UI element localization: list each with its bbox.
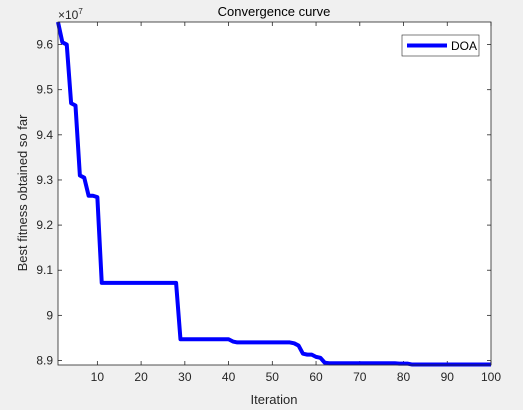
x-tick-label: 100 (481, 370, 501, 384)
x-tick-label: 10 (91, 370, 105, 384)
x-tick-label: 40 (222, 370, 236, 384)
x-tick-label: 30 (178, 370, 192, 384)
x-tick-label: 50 (266, 370, 280, 384)
x-tick-label: 60 (309, 370, 323, 384)
x-tick-label: 80 (397, 370, 411, 384)
y-axis-ticks: 8.9 9 9.1 9.2 9.3 9.4 9.5 9.6 (36, 38, 491, 367)
y-tick-label: 8.9 (36, 353, 53, 367)
axes-box (57, 21, 492, 366)
y-tick-label: 9 (46, 308, 53, 322)
series-line-doa (56, 21, 491, 367)
x-tick-label: 70 (353, 370, 367, 384)
y-tick-label: 9.1 (36, 263, 53, 277)
y-tick-label: 9.2 (36, 218, 53, 232)
y-axis-label: Best fitness obtained so far (15, 114, 30, 271)
plot-area (58, 22, 491, 365)
y-tick-label: 9.4 (36, 128, 53, 142)
x-axis-label: Iteration (251, 392, 298, 407)
x-tick-label: 90 (441, 370, 455, 384)
series-layer (56, 21, 491, 367)
x-tick-label: 20 (134, 370, 148, 384)
chart-title: Convergence curve (218, 4, 331, 19)
y-axis-exponent: ×107 (58, 7, 83, 22)
y-tick-label: 9.6 (36, 38, 53, 52)
y-tick-label: 9.5 (36, 83, 53, 97)
exponent-power: 7 (78, 7, 83, 16)
y-tick-label: 9.3 (36, 173, 53, 187)
legend: DOA (401, 34, 480, 57)
exponent-base: ×10 (58, 8, 79, 22)
legend-label-doa: DOA (451, 39, 477, 53)
